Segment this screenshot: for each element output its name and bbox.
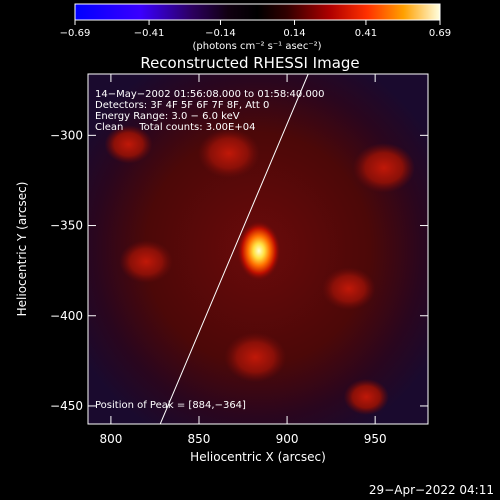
colorbar-tick-label: 0.41 bbox=[355, 28, 377, 39]
secondary-source bbox=[343, 378, 389, 416]
secondary-source bbox=[352, 143, 415, 193]
x-tick-label: 950 bbox=[364, 432, 387, 446]
annotation-block: 14−May−2002 01:56:08.000 to 01:58:40.000… bbox=[95, 89, 325, 133]
x-tick-label: 800 bbox=[99, 432, 122, 446]
colorbar-tick-label: −0.14 bbox=[205, 28, 236, 39]
colorbar-unit-label: (photons cm⁻² s⁻¹ asec⁻²) bbox=[192, 41, 321, 52]
annotation-line: Energy Range: 3.0 − 6.0 keV bbox=[95, 111, 240, 122]
peak-source bbox=[236, 220, 281, 281]
timestamp: 29−Apr−2022 04:11 bbox=[369, 483, 494, 497]
colorbar-tick-label: 0.69 bbox=[429, 28, 451, 39]
solar-limb-line bbox=[159, 74, 309, 424]
y-tick-label: −300 bbox=[50, 128, 83, 142]
colorbar-tick-label: −0.69 bbox=[60, 28, 91, 39]
colorbar-tick-label: 0.14 bbox=[283, 28, 305, 39]
annotation-line: Clean Total counts: 3.00E+04 bbox=[95, 122, 255, 133]
colorbar bbox=[74, 3, 441, 21]
colorbar-ticks: −0.69 −0.41 −0.14 0.14 0.41 0.69 bbox=[60, 20, 451, 39]
annotation-line: Detectors: 3F 4F 5F 6F 7F 8F, Att 0 bbox=[95, 100, 269, 111]
chart-title: Reconstructed RHESSI Image bbox=[140, 54, 359, 72]
peak-position-label: Position of Peak = [884,−364] bbox=[95, 400, 246, 411]
colorbar-tick-label: −0.41 bbox=[134, 28, 165, 39]
y-tick-label: −450 bbox=[50, 399, 83, 413]
plot-frame bbox=[87, 73, 429, 425]
y-axis-label: Heliocentric Y (arcsec) bbox=[15, 182, 29, 317]
y-tick-label: −400 bbox=[50, 309, 83, 323]
x-tick-label: 850 bbox=[188, 432, 211, 446]
annotation-line: 14−May−2002 01:56:08.000 to 01:58:40.000 bbox=[95, 89, 325, 100]
x-axis-label: Heliocentric X (arcsec) bbox=[190, 450, 326, 464]
x-axis: 800 850 900 950 bbox=[99, 74, 387, 446]
secondary-source bbox=[197, 128, 260, 179]
y-tick-label: −350 bbox=[50, 219, 83, 233]
x-tick-label: 900 bbox=[276, 432, 299, 446]
secondary-source bbox=[119, 240, 173, 284]
secondary-source bbox=[321, 267, 376, 311]
y-axis: −300 −350 −400 −450 bbox=[50, 128, 428, 413]
image-area bbox=[88, 74, 428, 424]
secondary-source bbox=[224, 332, 287, 383]
secondary-source bbox=[104, 125, 153, 164]
